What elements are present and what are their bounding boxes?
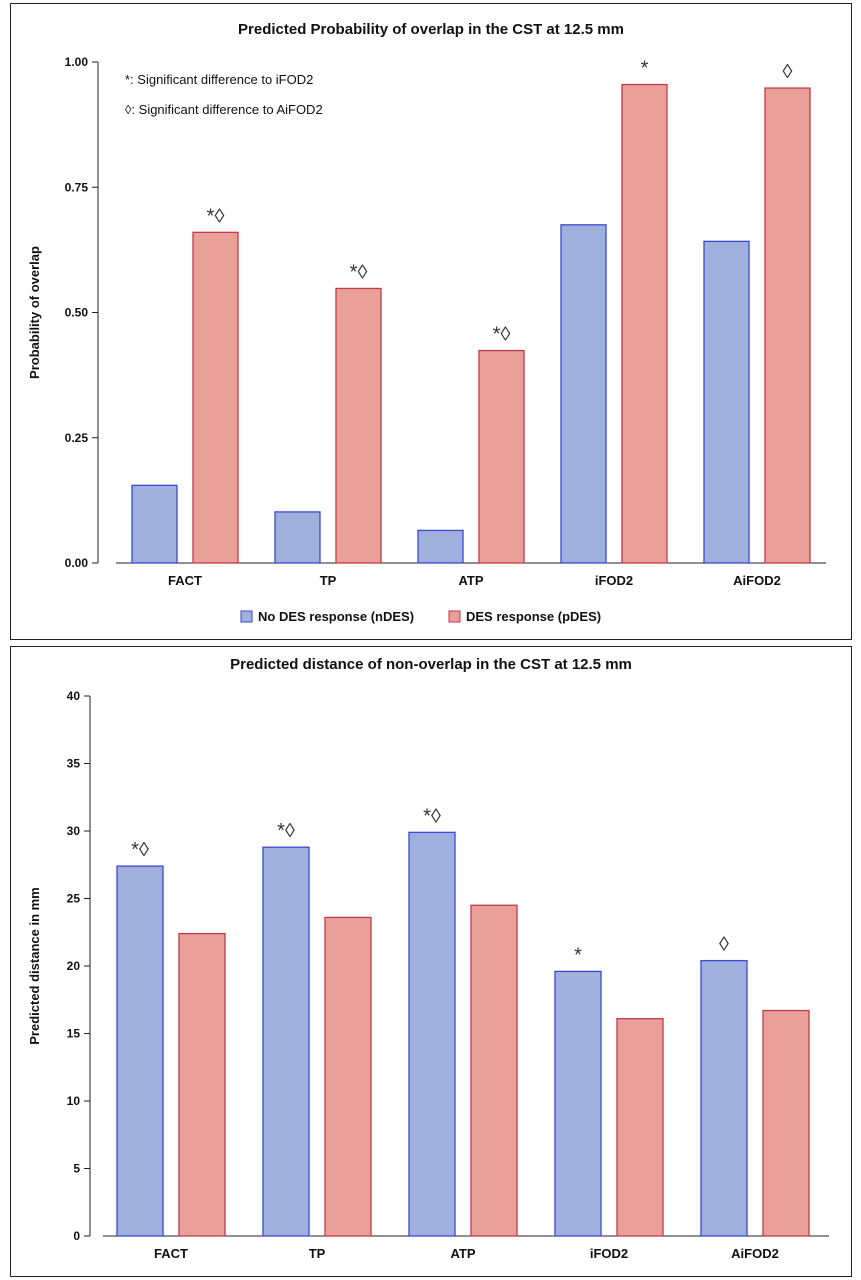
x-tick-label: iFOD2 bbox=[590, 1246, 628, 1261]
x-tick-label: TP bbox=[309, 1246, 326, 1261]
legend-label: No DES response (nDES) bbox=[258, 609, 414, 624]
y-tick-label: 20 bbox=[67, 959, 81, 973]
significance-marker: *◊ bbox=[493, 324, 511, 346]
bar-ndes bbox=[408, 831, 456, 1237]
bar-pdes bbox=[478, 349, 525, 564]
bar-ndes bbox=[116, 865, 164, 1237]
x-tick-label: iFOD2 bbox=[595, 573, 633, 588]
legend-label: DES response (pDES) bbox=[466, 609, 601, 624]
significance-marker: *◊ bbox=[207, 205, 225, 227]
significance-marker: ◊ bbox=[719, 934, 729, 956]
y-tick-label: 0.00 bbox=[65, 556, 89, 570]
significance-note: ◊: Significant difference to AiFOD2 bbox=[125, 102, 323, 117]
y-axis-label: Predicted distance in mm bbox=[27, 887, 42, 1045]
x-tick-label: TP bbox=[320, 573, 337, 588]
bar-pdes bbox=[621, 83, 668, 564]
y-tick-label: 5 bbox=[73, 1162, 80, 1176]
y-tick-label: 25 bbox=[67, 892, 81, 906]
x-tick-label: AiFOD2 bbox=[733, 573, 781, 588]
significance-marker: * bbox=[574, 944, 582, 966]
bar-pdes bbox=[616, 1017, 664, 1237]
bar-ndes bbox=[274, 511, 321, 564]
bar-ndes bbox=[417, 529, 464, 564]
chart-title: Predicted distance of non-overlap in the… bbox=[230, 656, 632, 673]
y-tick-label: 40 bbox=[67, 689, 81, 703]
significance-marker: *◊ bbox=[131, 839, 149, 861]
overlap-probability-chart: Predicted Probability of overlap in the … bbox=[27, 21, 826, 624]
bar-pdes bbox=[764, 87, 811, 564]
bar-pdes bbox=[335, 287, 382, 564]
y-tick-label: 0 bbox=[73, 1229, 80, 1243]
x-tick-label: ATP bbox=[450, 1246, 475, 1261]
bar-pdes bbox=[470, 904, 518, 1237]
chart-title: Predicted Probability of overlap in the … bbox=[238, 21, 624, 38]
x-tick-label: AiFOD2 bbox=[731, 1246, 779, 1261]
significance-marker: *◊ bbox=[423, 805, 441, 827]
legend-swatch bbox=[240, 610, 253, 623]
y-tick-label: 0.75 bbox=[65, 180, 89, 194]
non-overlap-distance-panel: Predicted distance of non-overlap in the… bbox=[10, 646, 852, 1277]
overlap-probability-panel: Predicted Probability of overlap in the … bbox=[10, 3, 852, 640]
bar-ndes bbox=[131, 484, 178, 564]
significance-marker: *◊ bbox=[350, 261, 368, 283]
legend-swatch bbox=[448, 610, 461, 623]
x-tick-label: FACT bbox=[168, 573, 202, 588]
y-tick-label: 0.50 bbox=[65, 306, 89, 320]
x-tick-label: FACT bbox=[154, 1246, 188, 1261]
significance-marker: ◊ bbox=[783, 61, 793, 83]
x-tick-label: ATP bbox=[458, 573, 483, 588]
y-tick-label: 1.00 bbox=[65, 55, 89, 69]
significance-marker: *◊ bbox=[277, 820, 295, 842]
y-tick-label: 0.25 bbox=[65, 431, 89, 445]
bar-pdes bbox=[192, 231, 239, 564]
y-tick-label: 10 bbox=[67, 1094, 81, 1108]
bar-pdes bbox=[178, 932, 226, 1237]
y-tick-label: 15 bbox=[67, 1027, 81, 1041]
y-tick-label: 30 bbox=[67, 824, 81, 838]
bar-ndes bbox=[554, 970, 602, 1237]
bar-ndes bbox=[262, 846, 310, 1237]
non-overlap-distance-chart: Predicted distance of non-overlap in the… bbox=[27, 656, 829, 1261]
bar-ndes bbox=[703, 240, 750, 564]
y-axis-label: Probability of overlap bbox=[27, 246, 42, 379]
significance-marker: * bbox=[641, 58, 649, 80]
y-tick-label: 35 bbox=[67, 757, 81, 771]
bar-pdes bbox=[324, 916, 372, 1237]
significance-note: *: Significant difference to iFOD2 bbox=[125, 72, 313, 87]
bar-pdes bbox=[762, 1009, 810, 1237]
bar-ndes bbox=[700, 959, 748, 1237]
bar-ndes bbox=[560, 224, 607, 564]
